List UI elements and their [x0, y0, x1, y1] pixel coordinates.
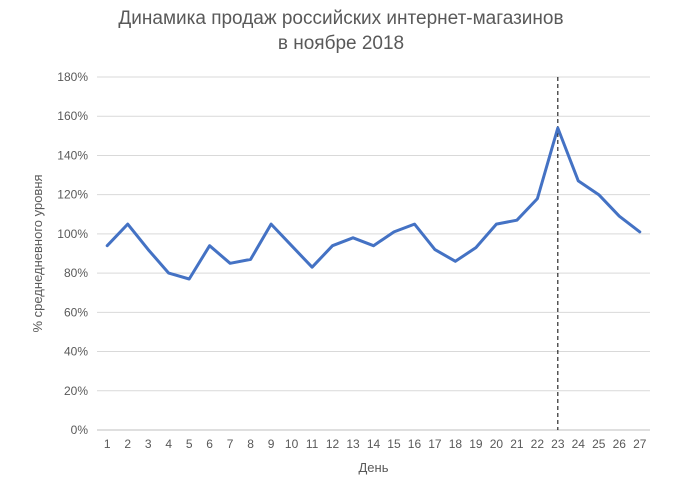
- data-point: [577, 179, 580, 182]
- data-point: [188, 277, 191, 280]
- x-tick-label: 19: [469, 437, 483, 451]
- y-tick-label: 60%: [64, 305, 88, 319]
- x-tick-label: 7: [227, 437, 234, 451]
- x-tick-label: 24: [572, 437, 586, 451]
- data-point: [638, 230, 641, 233]
- data-point: [556, 126, 559, 129]
- x-tick-label: 6: [206, 437, 213, 451]
- x-tick-label: 3: [145, 437, 152, 451]
- x-tick-label: 16: [408, 437, 422, 451]
- data-point: [270, 223, 273, 226]
- data-point: [352, 236, 355, 239]
- y-tick-label: 140%: [57, 148, 88, 162]
- data-point: [229, 262, 232, 265]
- x-tick-label: 22: [531, 437, 545, 451]
- y-tick-label: 120%: [57, 188, 88, 202]
- data-point: [495, 223, 498, 226]
- x-tick-label: 21: [510, 437, 524, 451]
- x-axis-label: День: [359, 460, 389, 475]
- data-point: [454, 260, 457, 263]
- x-tick-label: 9: [268, 437, 275, 451]
- x-tick-label: 23: [551, 437, 565, 451]
- data-point: [515, 219, 518, 222]
- x-tick-label: 10: [285, 437, 299, 451]
- x-tick-label: 27: [633, 437, 647, 451]
- data-point: [597, 193, 600, 196]
- y-tick-label: 180%: [57, 70, 88, 84]
- y-tick-label: 160%: [57, 109, 88, 123]
- data-point: [147, 248, 150, 251]
- data-point: [372, 244, 375, 247]
- x-tick-label: 11: [306, 437, 319, 451]
- chart-title-line-1: Динамика продаж российских интернет-мага…: [118, 8, 564, 29]
- x-tick-label: 8: [247, 437, 254, 451]
- data-point: [433, 248, 436, 251]
- data-point: [413, 223, 416, 226]
- x-tick-label: 15: [387, 437, 401, 451]
- x-tick-label: 18: [449, 437, 463, 451]
- x-tick-label: 4: [165, 437, 172, 451]
- data-point: [290, 244, 293, 247]
- x-tick-label: 5: [186, 437, 193, 451]
- data-point: [618, 215, 621, 218]
- data-point: [474, 246, 477, 249]
- y-tick-label: 100%: [57, 227, 88, 241]
- x-tick-label: 1: [104, 437, 111, 451]
- data-point: [167, 272, 170, 275]
- y-tick-label: 0%: [71, 423, 89, 437]
- data-point: [126, 223, 129, 226]
- data-point: [392, 230, 395, 233]
- data-point: [208, 244, 211, 247]
- x-tick-label: 14: [367, 437, 381, 451]
- y-tick-label: 40%: [64, 345, 88, 359]
- x-tick-label: 26: [613, 437, 627, 451]
- x-tick-label: 12: [326, 437, 340, 451]
- data-point: [536, 197, 539, 200]
- x-tick-label: 2: [124, 437, 131, 451]
- x-tick-label: 17: [428, 437, 442, 451]
- chart-title-line-2: в ноябре 2018: [277, 33, 405, 54]
- x-tick-label: 13: [346, 437, 360, 451]
- data-point: [106, 244, 109, 247]
- x-tick-label: 25: [592, 437, 606, 451]
- data-point: [249, 258, 252, 261]
- data-point: [331, 244, 334, 247]
- series-line: [105, 126, 642, 281]
- y-axis-label: % среднедневного уровня: [30, 174, 45, 332]
- x-tick-label: 20: [490, 437, 504, 451]
- data-point: [311, 266, 314, 269]
- y-tick-label: 80%: [64, 266, 88, 280]
- y-tick-label: 20%: [64, 384, 88, 398]
